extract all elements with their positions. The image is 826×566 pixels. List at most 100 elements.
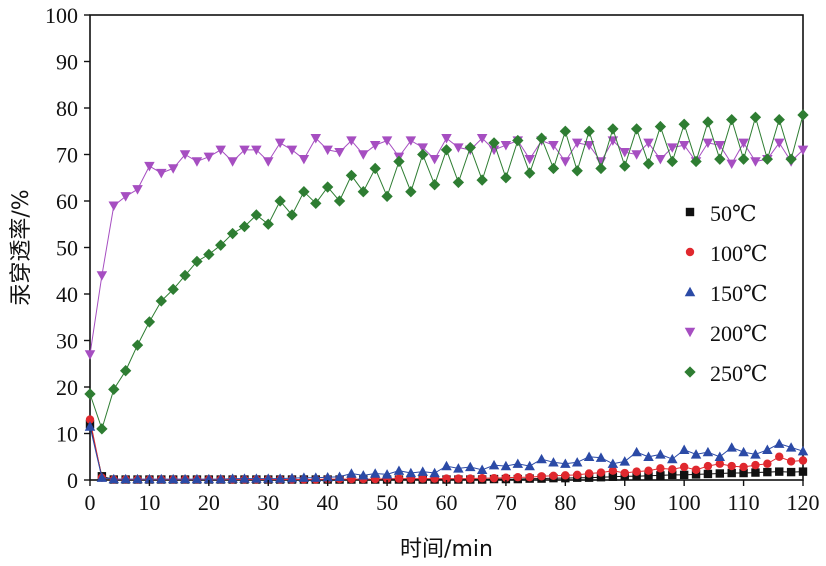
data-point <box>560 157 571 167</box>
data-point <box>668 470 677 480</box>
legend-label: 250℃ <box>710 361 768 386</box>
data-point <box>631 150 642 160</box>
data-point <box>298 472 310 482</box>
data-point <box>643 451 654 461</box>
data-point <box>512 458 524 468</box>
data-point <box>120 192 131 202</box>
data-point <box>203 248 215 261</box>
data-point <box>691 470 701 479</box>
data-point <box>775 467 784 476</box>
data-point <box>84 388 96 400</box>
x-tick-label: 0 <box>85 490 96 515</box>
data-point <box>775 452 784 461</box>
data-point <box>358 470 369 480</box>
legend-item: 200℃ <box>684 321 768 346</box>
data-point <box>191 157 203 167</box>
data-point <box>702 138 714 149</box>
plot-border <box>89 14 804 481</box>
data-point <box>513 473 522 482</box>
data-point <box>727 468 736 478</box>
data-point <box>227 473 238 483</box>
data-point <box>573 470 582 480</box>
data-point <box>203 473 215 484</box>
data-point <box>96 472 108 482</box>
data-point <box>132 473 143 484</box>
data-point <box>642 158 655 170</box>
data-point <box>619 456 630 466</box>
data-point <box>357 186 369 198</box>
data-point <box>763 459 772 468</box>
data-point <box>310 134 322 144</box>
data-point <box>584 469 594 478</box>
data-point <box>96 423 108 435</box>
data-point <box>155 295 167 307</box>
data-point <box>417 143 428 153</box>
y-tick-label: 30 <box>56 329 78 354</box>
data-point <box>405 186 417 198</box>
data-point <box>643 138 654 149</box>
data-point <box>428 179 441 191</box>
data-point <box>655 154 666 165</box>
y-axis-title: 汞穿透率/% <box>9 189 34 305</box>
x-tick-label: 70 <box>495 490 517 515</box>
data-point <box>286 472 298 483</box>
data-point <box>441 460 452 471</box>
data-point <box>797 145 809 156</box>
data-point <box>750 449 761 459</box>
data-point <box>179 269 191 282</box>
data-point <box>298 186 310 198</box>
data-point <box>644 466 653 475</box>
y-tick-label: 50 <box>56 236 78 261</box>
data-point <box>477 473 487 483</box>
legend-label: 200℃ <box>710 321 768 346</box>
data-point <box>488 459 500 470</box>
data-point <box>274 138 286 149</box>
data-point <box>84 350 96 360</box>
data-point <box>691 465 701 474</box>
data-point <box>429 154 440 165</box>
data-point <box>393 155 405 168</box>
data-point <box>739 462 748 472</box>
data-point <box>678 141 690 151</box>
legend-marker <box>685 247 695 257</box>
data-point <box>179 473 191 484</box>
data-point <box>452 176 465 189</box>
data-point <box>773 138 785 149</box>
y-tick-label: 0 <box>67 468 78 493</box>
data-point <box>476 174 488 186</box>
data-point <box>773 113 785 126</box>
data-point <box>571 457 583 467</box>
legend-label: 50℃ <box>710 201 757 226</box>
data-point <box>476 134 488 144</box>
legend-item: 150℃ <box>684 281 768 306</box>
y-tick-label: 80 <box>56 96 78 121</box>
data-point <box>703 469 713 479</box>
data-point <box>346 468 357 478</box>
data-point <box>394 474 404 483</box>
data-point <box>84 421 96 431</box>
x-tick-label: 120 <box>787 490 820 515</box>
y-tick-label: 60 <box>56 189 78 214</box>
data-point <box>238 220 251 233</box>
data-point <box>702 116 714 128</box>
data-point <box>96 271 108 281</box>
data-point <box>310 472 322 482</box>
data-point <box>678 444 690 454</box>
data-point <box>381 469 393 479</box>
data-point <box>144 473 155 484</box>
data-point <box>405 136 417 146</box>
data-point <box>678 118 690 130</box>
data-point <box>583 451 595 461</box>
data-point <box>156 473 167 484</box>
x-tick-label: 10 <box>138 490 160 515</box>
legend-item: 50℃ <box>685 201 757 226</box>
data-point <box>537 472 546 481</box>
data-point <box>263 473 274 483</box>
data-point <box>464 141 476 154</box>
legend-marker <box>684 327 696 338</box>
data-point <box>466 474 475 483</box>
data-point <box>322 471 333 482</box>
data-point <box>726 113 738 126</box>
data-point <box>321 181 334 193</box>
